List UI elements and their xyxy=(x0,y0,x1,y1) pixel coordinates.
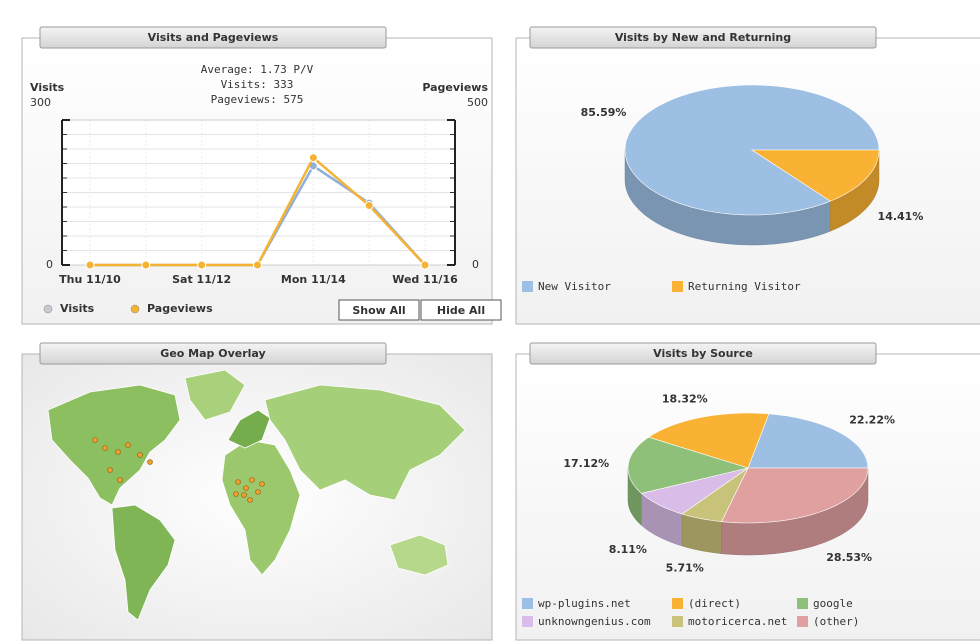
legend-marker xyxy=(130,304,140,314)
summary-line: Pageviews: 575 xyxy=(211,93,304,106)
button-label[interactable]: Hide All xyxy=(437,304,485,317)
visit-markers xyxy=(92,437,265,503)
panel-tab xyxy=(529,26,877,49)
x-tick-label: Wed 11/16 xyxy=(392,273,458,286)
data-point xyxy=(197,260,207,270)
legend-label: unknowngenius.com xyxy=(538,615,651,628)
y2-tick-label: 500 xyxy=(467,96,488,109)
value-label: 85.59% xyxy=(581,106,627,119)
pie-slice xyxy=(747,413,869,469)
legend-swatch xyxy=(797,598,808,609)
y-tick-label: 0 xyxy=(46,258,53,271)
pie-slice xyxy=(681,467,749,523)
summary-line: Visits: 333 xyxy=(221,78,294,91)
button[interactable] xyxy=(338,299,420,321)
world-map xyxy=(47,369,466,621)
legend-swatch xyxy=(522,616,533,627)
value-label: 22.22% xyxy=(849,413,895,426)
data-point xyxy=(364,201,374,211)
summary-line: Average: 1.73 P/V xyxy=(201,63,314,76)
panel-title: Visits by New and Returning xyxy=(615,31,791,44)
legend-label: Visits xyxy=(60,302,95,315)
panel-tab xyxy=(39,26,387,49)
pie-slice xyxy=(627,436,750,494)
x-tick-label: Sat 11/12 xyxy=(172,273,231,286)
panel-tab xyxy=(529,342,877,365)
legend-label: (direct) xyxy=(688,597,741,610)
legend-label: wp-plugins.net xyxy=(538,597,631,610)
panel-title: Visits by Source xyxy=(653,347,753,360)
pie-slice xyxy=(721,467,869,524)
data-point xyxy=(253,260,262,270)
legend-label: motoricerca.net xyxy=(688,615,787,628)
panel-title: Visits and Pageviews xyxy=(148,31,279,44)
data-point xyxy=(85,260,95,270)
legend-swatch xyxy=(672,598,683,609)
data-point xyxy=(420,260,430,270)
legend-swatch xyxy=(672,281,683,292)
continent xyxy=(111,504,176,621)
legend-label: Pageviews xyxy=(147,302,213,315)
value-label: 18.32% xyxy=(662,393,708,406)
y2-axis-label: Pageviews xyxy=(422,81,488,94)
y2-tick-label: 0 xyxy=(472,258,479,271)
y-axis-label: Visits xyxy=(30,81,65,94)
legend-label: (other) xyxy=(813,615,859,628)
legend-swatch xyxy=(797,616,808,627)
legend-marker xyxy=(43,304,53,314)
button-label[interactable]: Show All xyxy=(352,304,405,317)
legend-swatch xyxy=(672,616,683,627)
legend-swatch xyxy=(522,598,533,609)
pie-slice xyxy=(750,149,880,202)
data-point xyxy=(141,260,151,270)
panel-title: Geo Map Overlay xyxy=(160,347,265,360)
pie-slice xyxy=(640,467,749,515)
data-point xyxy=(308,153,318,163)
x-tick-label: Thu 11/10 xyxy=(59,273,121,286)
legend-label: google xyxy=(813,597,853,610)
continent xyxy=(264,384,466,501)
continent xyxy=(184,369,246,421)
legend-label: New Visitor xyxy=(538,280,611,293)
pie-slice xyxy=(647,412,770,469)
legend-label: Returning Visitor xyxy=(688,280,801,293)
continent xyxy=(221,439,301,576)
panel-tab xyxy=(39,342,387,365)
x-tick-label: Mon 11/14 xyxy=(281,273,346,286)
value-label: 14.41% xyxy=(878,210,924,223)
continent xyxy=(47,384,181,506)
continent xyxy=(389,534,449,576)
y-tick-label: 300 xyxy=(30,96,51,109)
value-label: 28.53% xyxy=(826,551,872,564)
button[interactable] xyxy=(420,299,502,321)
value-label: 8.11% xyxy=(609,543,647,556)
value-label: 5.71% xyxy=(666,561,704,574)
value-label: 17.12% xyxy=(563,457,609,470)
legend-swatch xyxy=(522,281,533,292)
